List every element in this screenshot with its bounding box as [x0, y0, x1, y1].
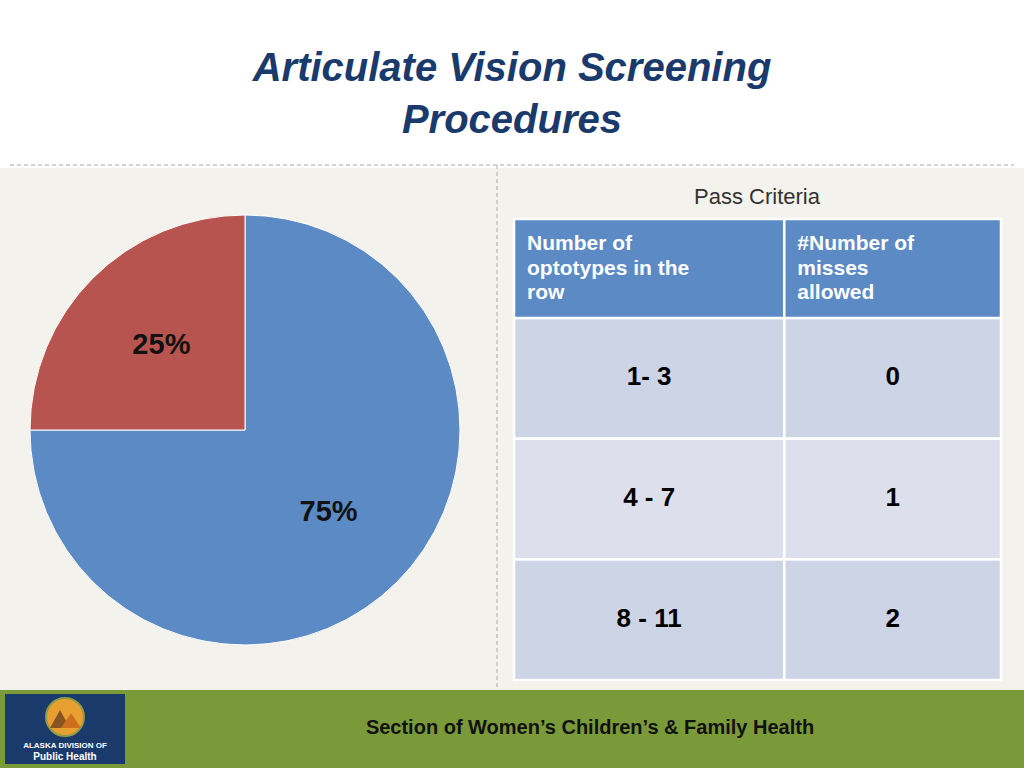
table-cell	[784, 439, 1001, 560]
pie-slice	[30, 215, 245, 430]
divider-horizontal	[10, 165, 1014, 166]
logo-badge	[46, 698, 84, 736]
pie: 75% 25%	[30, 215, 460, 645]
data-label: 75%	[300, 495, 358, 527]
footer-background	[0, 690, 1024, 768]
table-cell-text: 2	[885, 603, 899, 633]
table-cell	[784, 559, 1001, 680]
table-cell-text: 8 - 11	[617, 603, 682, 633]
table-cell	[514, 318, 784, 439]
table-caption: Pass Criteria	[694, 184, 821, 209]
table-cell-text: 1- 3	[627, 361, 672, 391]
main-background	[0, 168, 1024, 690]
text-line: optotypes in the	[527, 255, 689, 278]
chart-root: Articulate Vision Screening Procedures 75%…	[0, 0, 1024, 768]
table-header-text: #Number ofmissesallowed	[797, 231, 915, 302]
footer-text: Section of Women’s Children’s & Family H…	[366, 716, 814, 738]
logo: ALASKA DIVISION OFPublic Health	[5, 694, 125, 764]
table-cell-text: 4 - 7	[623, 482, 675, 512]
logo-text: ALASKA DIVISION OF	[23, 741, 107, 750]
table-cell-text: 1	[885, 482, 899, 512]
page-background	[0, 0, 1024, 768]
title: Articulate Vision Screening	[252, 45, 772, 89]
pie-slice	[30, 215, 460, 645]
text-line: allowed	[797, 279, 874, 302]
divider-vertical	[497, 165, 498, 690]
text-line: misses	[797, 255, 868, 278]
table: Number ofoptotypes in therow #Number ofmi…	[514, 219, 1001, 680]
logo-background	[5, 694, 125, 764]
logo-text: Public Health	[33, 751, 96, 762]
table-cell-text: 0	[885, 361, 899, 391]
table-header-text: Number ofoptotypes in therow	[527, 231, 689, 302]
table-header-cell	[514, 219, 784, 318]
table-cell	[514, 439, 784, 560]
logo-mountain	[61, 713, 81, 728]
subtitle: Procedures	[402, 97, 622, 141]
data-label: 25%	[132, 328, 190, 360]
text-line: #Number of	[797, 231, 915, 254]
table-cell	[514, 559, 784, 680]
table-cell	[784, 318, 1001, 439]
table-header-cell	[784, 219, 1001, 318]
text-line: row	[527, 279, 565, 302]
text-line: Number of	[527, 231, 633, 254]
